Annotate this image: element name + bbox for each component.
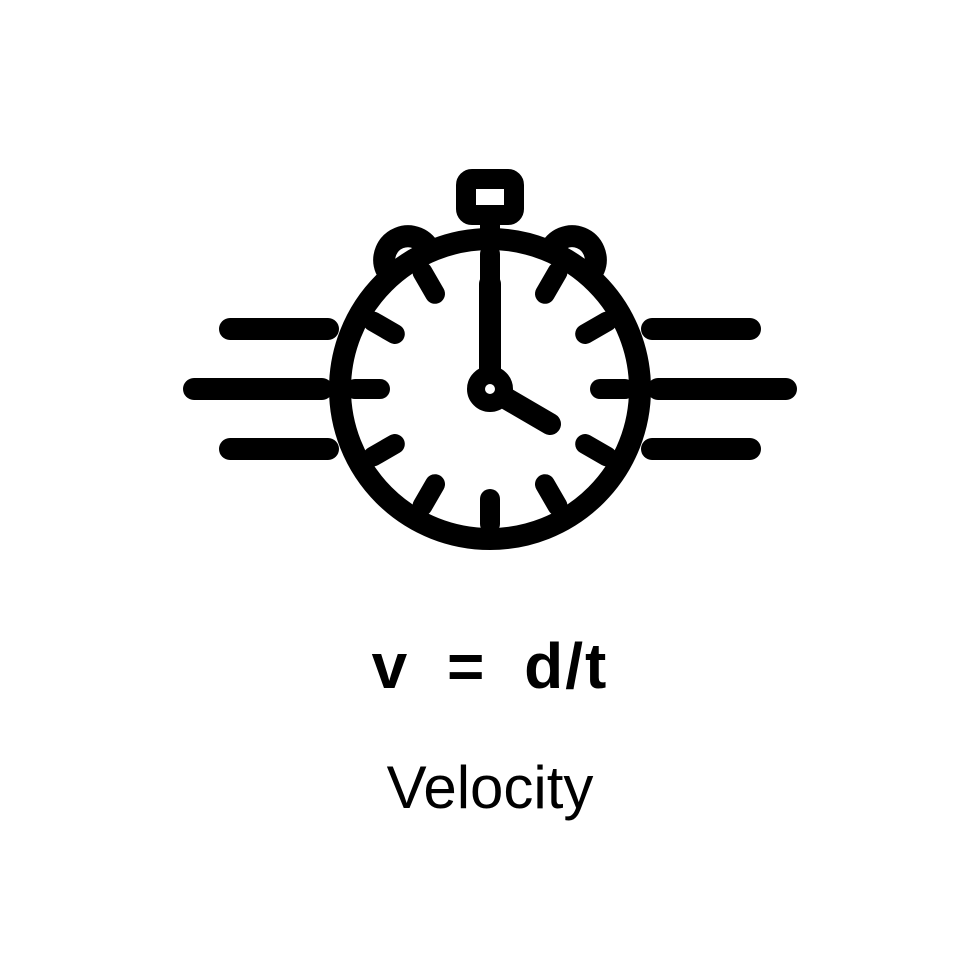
velocity-formula: v = d/t [372,629,609,703]
motion-lines-right [652,329,786,449]
formula-rhs: d/t [524,630,608,702]
stopwatch-hub [476,375,504,403]
velocity-label: Velocity [387,753,594,822]
formula-lhs: v [372,630,410,702]
velocity-infographic: v = d/t Velocity [170,159,810,822]
stopwatch-motion-icon [170,159,810,579]
motion-lines-left [194,329,328,449]
formula-equals: = [447,630,486,702]
